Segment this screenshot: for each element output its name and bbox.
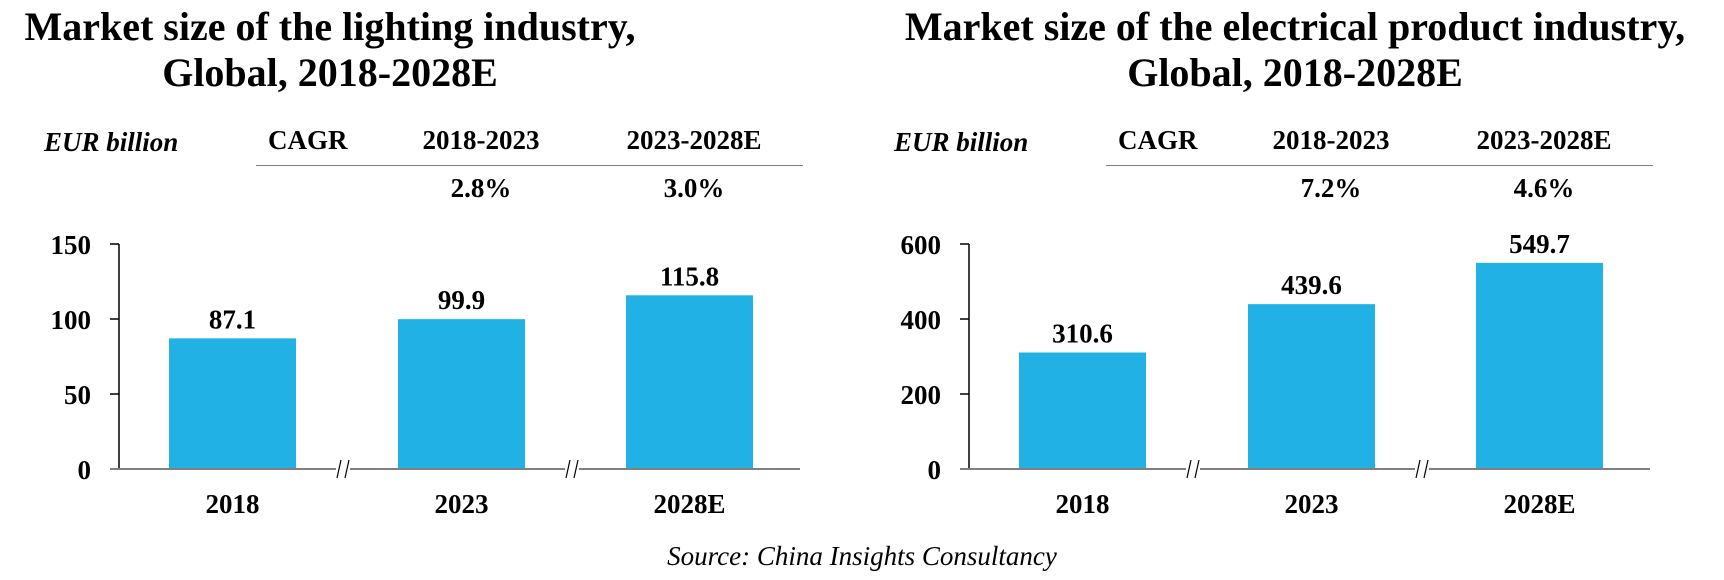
x-tick-label: 2018 [206, 489, 260, 519]
data-label: 87.1 [209, 304, 256, 334]
axis-break-mark [1194, 459, 1200, 479]
bar-2023 [398, 319, 525, 469]
chart-panel-lighting: Market size of the lighting industry, Gl… [0, 0, 860, 530]
bar-plot: 310.6 2018 439.6 2023 549.7 2028E 0 200 400 600 [901, 229, 1650, 519]
y-tick-label: 0 [78, 455, 92, 485]
axis-break-mark [573, 459, 579, 479]
cagr-value-2: 4.6% [1513, 173, 1575, 203]
cagr-period-1: 2018-2023 [1272, 125, 1390, 155]
source-note: Source: China Insights Consultancy [667, 541, 1057, 571]
bar-2018 [1019, 352, 1146, 469]
y-tick-label: 400 [901, 305, 942, 335]
chart-title: Market size of the electrical product in… [880, 4, 1710, 96]
bar-plot: 87.1 2018 99.9 2023 115.8 2028E 0 50 100 150 [51, 230, 800, 519]
y-tick-label: 200 [901, 380, 942, 410]
axis-break-gap [1186, 466, 1200, 472]
cagr-value-2: 3.0% [663, 173, 725, 203]
data-label: 549.7 [1509, 229, 1570, 259]
data-label: 99.9 [438, 285, 485, 315]
cagr-header-label: CAGR [1118, 125, 1198, 155]
cagr-value-1: 7.2% [1300, 173, 1362, 203]
cagr-period-2: 2023-2028E [1476, 125, 1612, 155]
unit-label: EUR billion [44, 127, 179, 157]
axis-break-gap [1415, 466, 1429, 472]
y-tick-label: 50 [64, 380, 91, 410]
cagr-period-1: 2018-2023 [422, 125, 540, 155]
axis-break-mark [344, 459, 350, 479]
axis-break-gap [336, 466, 350, 472]
cagr-divider [256, 165, 803, 166]
data-label: 439.6 [1281, 270, 1342, 300]
axis-break-mark [1186, 459, 1192, 479]
x-tick-label: 2028E [653, 489, 725, 519]
chart-title: Market size of the lighting industry, Gl… [0, 4, 660, 96]
axis-break-mark [565, 459, 571, 479]
chart-title-line-1: Market size of the electrical product in… [904, 4, 1686, 49]
y-tick-label: 150 [51, 230, 92, 260]
bar-2023 [1248, 304, 1375, 469]
chart-title-line-2: Global, 2018-2028E [162, 50, 498, 95]
x-tick-label: 2023 [435, 489, 489, 519]
data-label: 115.8 [660, 261, 719, 291]
cagr-header-label: CAGR [268, 125, 348, 155]
x-tick-label: 2018 [1056, 489, 1110, 519]
axis-break-gap [565, 466, 579, 472]
chart-panel-electrical: Market size of the electrical product in… [850, 0, 1710, 530]
y-tick-label: 100 [51, 305, 92, 335]
bar-2018 [169, 338, 296, 469]
y-tick-label: 0 [928, 455, 942, 485]
chart-title-line-1: Market size of the lighting industry, [24, 4, 636, 49]
x-tick-label: 2028E [1503, 489, 1575, 519]
bar-2028e [1476, 262, 1603, 469]
cagr-value-1: 2.8% [450, 173, 512, 203]
axis-break-mark [1415, 459, 1421, 479]
axis-break-mark [336, 459, 342, 479]
data-label: 310.6 [1052, 319, 1113, 349]
unit-label: EUR billion [894, 127, 1029, 157]
cagr-divider [1106, 165, 1653, 166]
chart-title-line-2: Global, 2018-2028E [1127, 50, 1463, 95]
axis-break-mark [1423, 459, 1429, 479]
cagr-period-2: 2023-2028E [626, 125, 762, 155]
x-tick-label: 2023 [1285, 489, 1339, 519]
bar-2028e [626, 295, 753, 469]
y-tick-label: 600 [901, 230, 942, 260]
